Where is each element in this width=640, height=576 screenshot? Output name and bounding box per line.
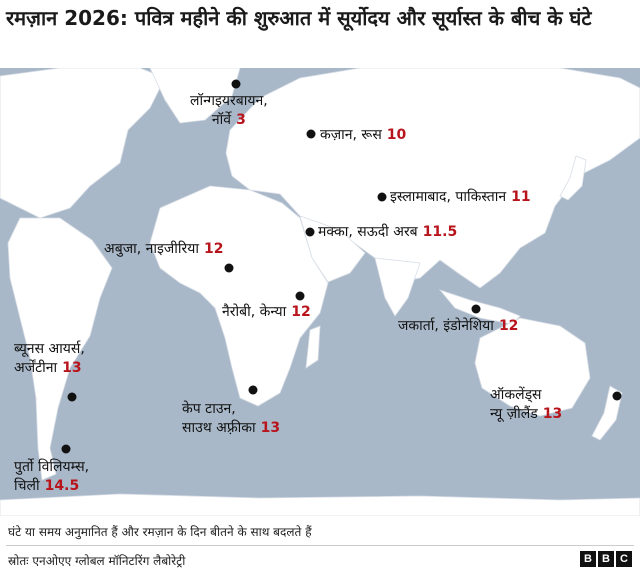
city-name: कज़ान, रूस xyxy=(320,127,382,143)
city-name: इस्लामाबाद, पाकिस्तान xyxy=(390,189,507,205)
city-name: केप टाउन, xyxy=(182,401,236,417)
marker-jakarta xyxy=(471,304,481,314)
bbc-logo: B B C xyxy=(580,551,632,567)
marker-islamabad xyxy=(377,192,387,202)
footnote: घंटे या समय अनुमानित हैं और रमज़ान के दि… xyxy=(8,525,312,539)
world-map: लॉन्गइयरबायन, नॉर्वे 3 कज़ान, रूस 10 इस्ला… xyxy=(0,68,640,516)
south-america xyxy=(7,217,113,481)
greenland xyxy=(149,68,241,124)
city-country: न्यू ज़ीलैंड xyxy=(490,406,538,422)
daylight-hours: 13 xyxy=(62,360,82,376)
india xyxy=(374,257,421,317)
city-name: नैरोबी, केन्या xyxy=(222,304,287,320)
city-name: मक्का, सऊदी अरब xyxy=(318,224,418,240)
africa xyxy=(149,185,329,407)
north-america xyxy=(0,68,166,219)
marker-longyearbyen xyxy=(231,79,241,89)
eurasia xyxy=(225,68,640,289)
daylight-hours: 11 xyxy=(511,189,531,205)
city-label-auckland: ऑकलेंड्स न्यू ज़ीलैंड 13 xyxy=(490,386,562,424)
city-name: ऑकलेंड्स xyxy=(490,387,542,403)
marker-cape-town xyxy=(248,385,258,395)
city-label-abuja: अबुजा, नाइजीरिया 12 xyxy=(104,240,223,259)
daylight-hours: 13 xyxy=(260,420,281,436)
daylight-hours: 12 xyxy=(204,241,224,257)
city-country: नॉर्वे xyxy=(211,112,232,128)
daylight-hours: 14.5 xyxy=(44,478,80,494)
madagascar xyxy=(305,325,321,369)
city-label-jakarta: जकार्ता, इंडोनेशिया 12 xyxy=(398,317,518,336)
city-country: अर्जेंटीना xyxy=(14,360,58,376)
daylight-hours: 12 xyxy=(498,318,519,334)
daylight-hours: 11.5 xyxy=(422,224,458,240)
city-name: पुर्तो विलियम्स, xyxy=(14,459,90,475)
daylight-hours: 10 xyxy=(386,127,407,143)
logo-letter: B xyxy=(598,551,614,567)
marker-abuja xyxy=(224,263,234,273)
japan xyxy=(559,155,587,201)
city-label-buenos-aires: ब्यूनस आयर्स, अर्जेंटीना 13 xyxy=(14,340,85,378)
city-country: साउथ अफ़्रीका xyxy=(182,420,256,436)
city-label-longyearbyen: लॉन्गइयरबायन, नॉर्वे 3 xyxy=(190,92,268,130)
city-name: लॉन्गइयरबायन, xyxy=(190,93,268,109)
marker-mecca xyxy=(305,227,315,237)
daylight-hours: 3 xyxy=(236,112,246,128)
marker-kazan xyxy=(306,129,316,139)
city-label-nairobi: नैरोबी, केन्या 12 xyxy=(222,303,311,322)
city-label-islamabad: इस्लामाबाद, पाकिस्तान 11 xyxy=(390,188,531,207)
city-label-puerto-williams: पुर्तो विलियम्स, चिली 14.5 xyxy=(14,458,89,496)
city-name: जकार्ता, इंडोनेशिया xyxy=(398,318,494,334)
australia xyxy=(474,317,591,417)
daylight-hours: 12 xyxy=(291,304,311,320)
antarctica xyxy=(0,493,640,516)
marker-auckland xyxy=(612,391,622,401)
marker-buenos-aires xyxy=(67,392,77,402)
city-name: ब्यूनस आयर्स, xyxy=(14,341,85,357)
source-line: स्रोतः एनओएए ग्लोबल मॉनिटरिंग लैबोरेट्री xyxy=(8,554,186,568)
marker-nairobi xyxy=(295,291,305,301)
land-masses xyxy=(0,68,640,516)
page-title: रमज़ान 2026: पवित्र महीने की शुरुआत में … xyxy=(6,6,592,30)
marker-puerto-williams xyxy=(61,444,71,454)
city-country: चिली xyxy=(14,478,40,494)
city-name: अबुजा, नाइजीरिया xyxy=(104,241,199,257)
divider xyxy=(6,545,634,546)
logo-letter: C xyxy=(616,551,632,567)
daylight-hours: 13 xyxy=(542,406,563,422)
city-label-cape-town: केप टाउन, साउथ अफ़्रीका 13 xyxy=(182,400,280,438)
city-label-mecca: मक्का, सऊदी अरब 11.5 xyxy=(318,223,457,242)
city-label-kazan: कज़ान, रूस 10 xyxy=(320,126,406,145)
logo-letter: B xyxy=(580,551,596,567)
